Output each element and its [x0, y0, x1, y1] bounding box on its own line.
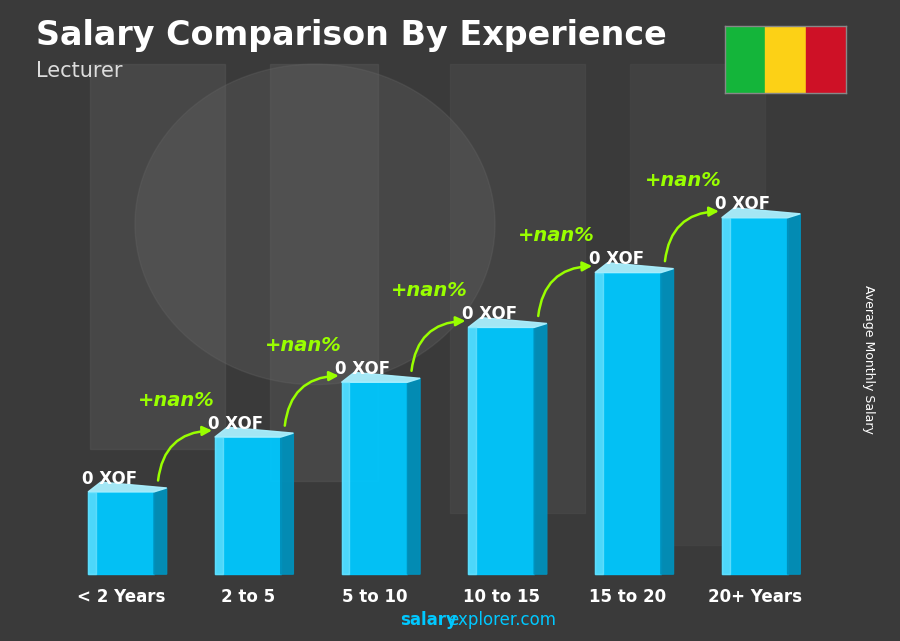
- Text: Average Monthly Salary: Average Monthly Salary: [862, 285, 875, 433]
- Bar: [806, 26, 846, 93]
- Text: 0 XOF: 0 XOF: [589, 250, 644, 268]
- Text: +nan%: +nan%: [138, 390, 214, 410]
- Polygon shape: [341, 372, 420, 382]
- Text: +nan%: +nan%: [644, 171, 722, 190]
- Text: Salary Comparison By Experience: Salary Comparison By Experience: [36, 19, 667, 52]
- Bar: [270, 64, 378, 481]
- Polygon shape: [468, 317, 547, 328]
- Bar: [765, 26, 806, 93]
- Text: salary: salary: [400, 612, 457, 629]
- Polygon shape: [661, 269, 673, 574]
- Text: explorer.com: explorer.com: [448, 612, 556, 629]
- Bar: [450, 64, 585, 513]
- Polygon shape: [534, 324, 547, 574]
- Text: 0 XOF: 0 XOF: [82, 469, 137, 488]
- Text: Lecturer: Lecturer: [36, 61, 122, 81]
- Text: 0 XOF: 0 XOF: [335, 360, 391, 378]
- Polygon shape: [154, 488, 166, 574]
- Polygon shape: [88, 482, 166, 492]
- Polygon shape: [722, 208, 800, 218]
- Text: +nan%: +nan%: [518, 226, 595, 245]
- Bar: [724, 26, 765, 93]
- Bar: [630, 64, 765, 545]
- Polygon shape: [408, 378, 420, 574]
- Text: +nan%: +nan%: [392, 281, 468, 300]
- Bar: [90, 64, 225, 449]
- Text: 0 XOF: 0 XOF: [209, 415, 264, 433]
- Polygon shape: [595, 263, 673, 272]
- Polygon shape: [281, 433, 293, 574]
- Text: 0 XOF: 0 XOF: [462, 305, 517, 323]
- Ellipse shape: [135, 64, 495, 385]
- Polygon shape: [788, 214, 800, 574]
- Text: 0 XOF: 0 XOF: [716, 196, 770, 213]
- Text: +nan%: +nan%: [265, 336, 341, 354]
- Polygon shape: [215, 427, 293, 437]
